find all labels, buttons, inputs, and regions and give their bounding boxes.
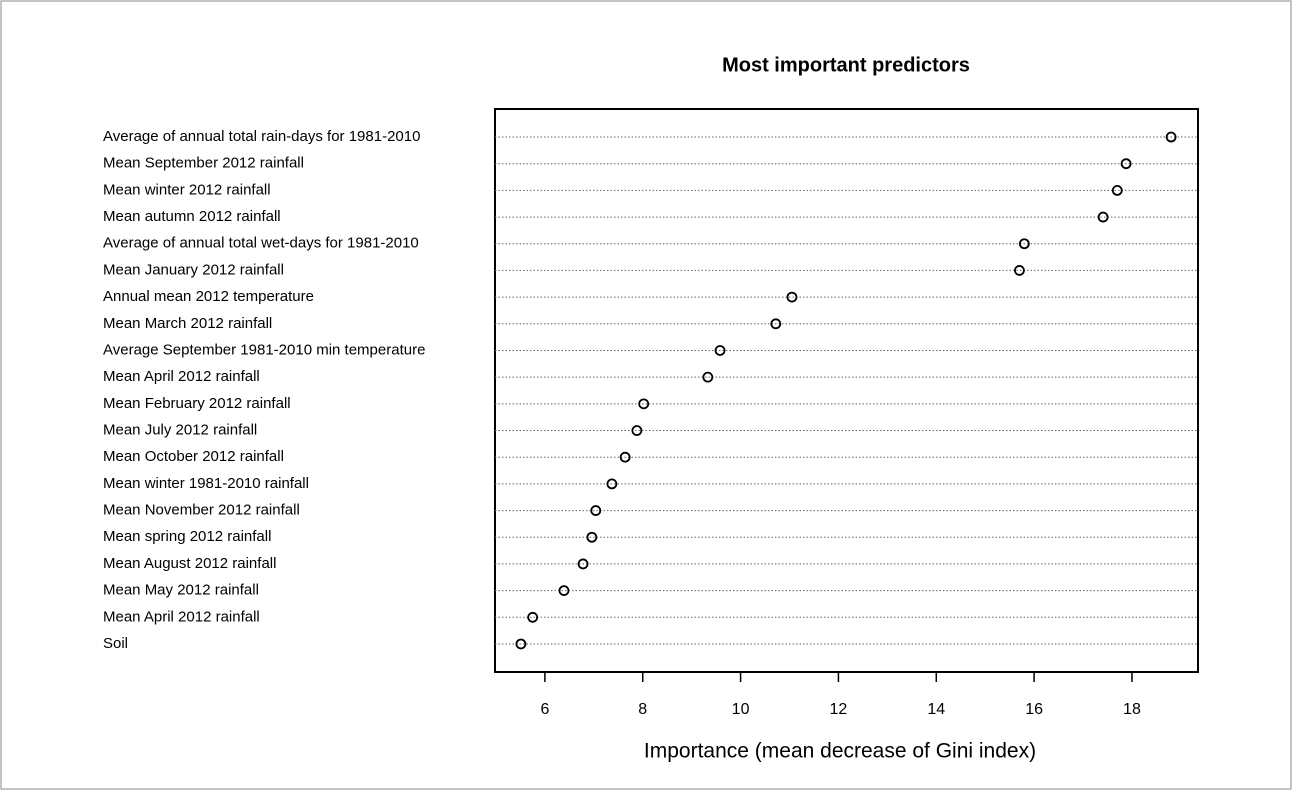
dot bbox=[586, 531, 598, 543]
category-label: Mean October 2012 rainfall bbox=[103, 448, 284, 465]
dot bbox=[606, 478, 618, 490]
dot bbox=[1018, 238, 1030, 250]
x-tick-label: 6 bbox=[540, 701, 549, 718]
dot bbox=[558, 585, 570, 597]
dot bbox=[770, 318, 782, 330]
dot bbox=[1014, 265, 1025, 276]
category-label: Annual mean 2012 temperature bbox=[103, 288, 314, 305]
category-label: Mean March 2012 rainfall bbox=[103, 315, 272, 332]
category-label: Mean July 2012 rainfall bbox=[103, 421, 257, 438]
category-label: Average September 1981-2010 min temperat… bbox=[103, 341, 425, 358]
category-label: Mean September 2012 rainfall bbox=[103, 155, 304, 172]
dot bbox=[590, 505, 602, 516]
category-label: Mean August 2012 rainfall bbox=[103, 555, 276, 572]
dot bbox=[631, 425, 643, 436]
dot bbox=[1120, 158, 1132, 170]
dot bbox=[1165, 131, 1177, 143]
x-tick-label: 8 bbox=[638, 701, 647, 718]
dot bbox=[577, 558, 589, 570]
category-label: Mean winter 1981-2010 rainfall bbox=[103, 475, 309, 492]
category-label: Mean April 2012 rainfall bbox=[103, 608, 260, 625]
category-label: Average of annual total wet-days for 198… bbox=[103, 235, 419, 252]
chart-title: Most important predictors bbox=[722, 54, 970, 76]
x-tick-label: 16 bbox=[1025, 701, 1043, 718]
x-tick-label: 18 bbox=[1123, 701, 1141, 718]
category-label: Mean May 2012 rainfall bbox=[103, 582, 259, 599]
dot bbox=[702, 371, 714, 383]
dot bbox=[619, 451, 631, 463]
dot bbox=[515, 638, 527, 650]
category-label: Mean January 2012 rainfall bbox=[103, 261, 284, 278]
x-axis-label: Importance (mean decrease of Gini index) bbox=[644, 740, 1036, 763]
dot bbox=[1111, 184, 1123, 196]
dot bbox=[786, 291, 798, 303]
category-label: Average of annual total rain-days for 19… bbox=[103, 128, 420, 145]
category-label: Soil bbox=[103, 635, 128, 652]
dot bbox=[1097, 211, 1109, 223]
dot bbox=[714, 345, 726, 356]
category-label: Mean April 2012 rainfall bbox=[103, 368, 260, 385]
category-label: Mean winter 2012 rainfall bbox=[103, 181, 271, 198]
dot bbox=[638, 398, 650, 410]
category-label: Mean February 2012 rainfall bbox=[103, 395, 291, 412]
category-label: Mean autumn 2012 rainfall bbox=[103, 208, 281, 225]
category-label: Mean spring 2012 rainfall bbox=[103, 528, 271, 545]
dot bbox=[527, 611, 539, 623]
x-tick-label: 12 bbox=[830, 701, 848, 718]
x-tick-label: 10 bbox=[732, 701, 750, 718]
category-label: Mean November 2012 rainfall bbox=[103, 502, 300, 519]
x-tick-label: 14 bbox=[927, 701, 945, 718]
plot-box bbox=[494, 108, 1199, 673]
